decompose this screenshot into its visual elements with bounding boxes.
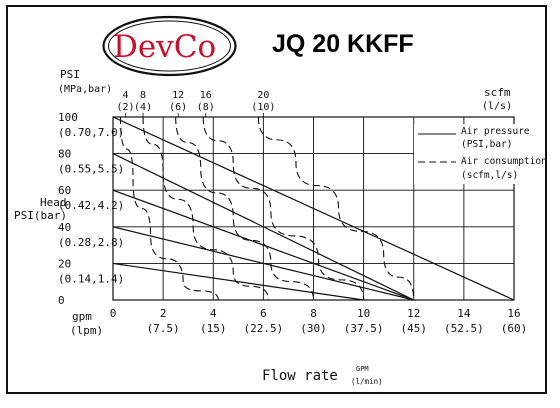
x-axis-title: Flow rate [262, 368, 338, 384]
top-tick-alt-label: (10) [251, 102, 275, 113]
x-tick-label: 2 [160, 307, 167, 320]
y-tick-label: 80 [58, 148, 71, 161]
model-title: JQ 20 KKFF [272, 30, 414, 58]
air-consumption-curve [175, 116, 315, 301]
logo-text-co: Co [174, 29, 216, 65]
air-pressure-curve [112, 189, 414, 301]
air-consumption-curve [202, 116, 365, 301]
x-tick-label: 8 [310, 307, 317, 320]
y-tick-alt-label: (0.70,7.0) [58, 126, 124, 139]
y-tick-alt-label: (0.28,2.8) [58, 236, 124, 249]
x-tick-label: 4 [210, 307, 217, 320]
air-pressure-curve [112, 116, 515, 301]
top-tick-label: 20 [257, 90, 269, 101]
air-pressure-curve [112, 262, 364, 301]
top-tick-alt-label: (8) [197, 102, 215, 113]
y-axis-title-line1: Head [40, 196, 67, 209]
y-tick-alt-label: (0.55,5.5) [58, 163, 124, 176]
air-consumption-curve [257, 116, 415, 301]
x-tick-alt-label: (45) [401, 322, 428, 335]
x-tick-label: 12 [407, 307, 420, 320]
y-tick-label: 40 [58, 221, 71, 234]
y-axis-unit-alt-label: (MPa,bar) [58, 84, 112, 95]
x-tick-label: 14 [457, 307, 471, 320]
air-consumption-curve [142, 116, 269, 301]
x-tick-alt-label: (15) [200, 322, 227, 335]
devco-logo: DevCo [101, 14, 238, 78]
top-tick-label: 12 [172, 90, 184, 101]
y-axis-title-line2: PSI(bar) [14, 209, 67, 222]
air-pressure-curve [112, 153, 415, 301]
top-tick-label: 4 [123, 90, 129, 101]
x-tick-alt-label: (37.5) [344, 322, 384, 335]
y-tick-alt-label: (0.14,1.4) [58, 272, 124, 285]
logo-text-dev: Dev [113, 29, 174, 65]
x-tick-label: 0 [110, 307, 117, 320]
legend-air-pressure-unit: (PSI,bar) [461, 139, 512, 150]
x-tick-alt-label: (60) [501, 322, 528, 335]
x-axis-title-unit-top: GPM [356, 365, 369, 373]
x-tick-alt-label: (7.5) [147, 322, 180, 335]
top-tick-label: 16 [200, 90, 212, 101]
air-consumption-curve [119, 116, 219, 301]
x-tick-alt-label: (52.5) [444, 322, 484, 335]
right-axis-alt-label: (l/s) [482, 101, 512, 112]
x-tick-alt-label: (22.5) [244, 322, 284, 335]
legend-air-consumption-unit: (scfm,l/s) [461, 170, 518, 181]
y-tick-label: 60 [58, 184, 71, 197]
top-tick-alt-label: (6) [169, 102, 187, 113]
y-tick-label: 0 [58, 294, 65, 307]
top-tick-alt-label: (2) [117, 102, 135, 113]
y-tick-label: 20 [58, 257, 71, 270]
x-axis-title-unit-bottom: (l/min) [351, 377, 383, 386]
y-tick-alt-label: (0.42,4.2) [58, 199, 124, 212]
svg-text:DevCo: DevCo [113, 29, 216, 65]
x-tick-label: 16 [507, 307, 520, 320]
x-tick-label: 6 [260, 307, 267, 320]
y-tick-label: 100 [58, 111, 78, 124]
chart-frame [6, 5, 547, 394]
x-tick-label: 10 [357, 307, 370, 320]
x-tick-alt-label: (30) [300, 322, 327, 335]
air-pressure-curve [112, 226, 414, 301]
top-tick-label: 8 [140, 90, 146, 101]
devco-logo-graphic: DevCo [102, 15, 237, 77]
legend-air-pressure-label: Air pressure [461, 126, 530, 137]
top-tick-alt-label: (4) [134, 102, 152, 113]
right-axis-label: scfm [484, 86, 511, 99]
plot-border [112, 116, 515, 301]
x-axis-unit-label: gpm [72, 310, 92, 323]
x-axis-unit-alt-label: (lpm) [70, 324, 103, 337]
legend-air-consumption-label: Air consumption [461, 156, 547, 167]
y-axis-unit-label: PSI [60, 68, 80, 81]
